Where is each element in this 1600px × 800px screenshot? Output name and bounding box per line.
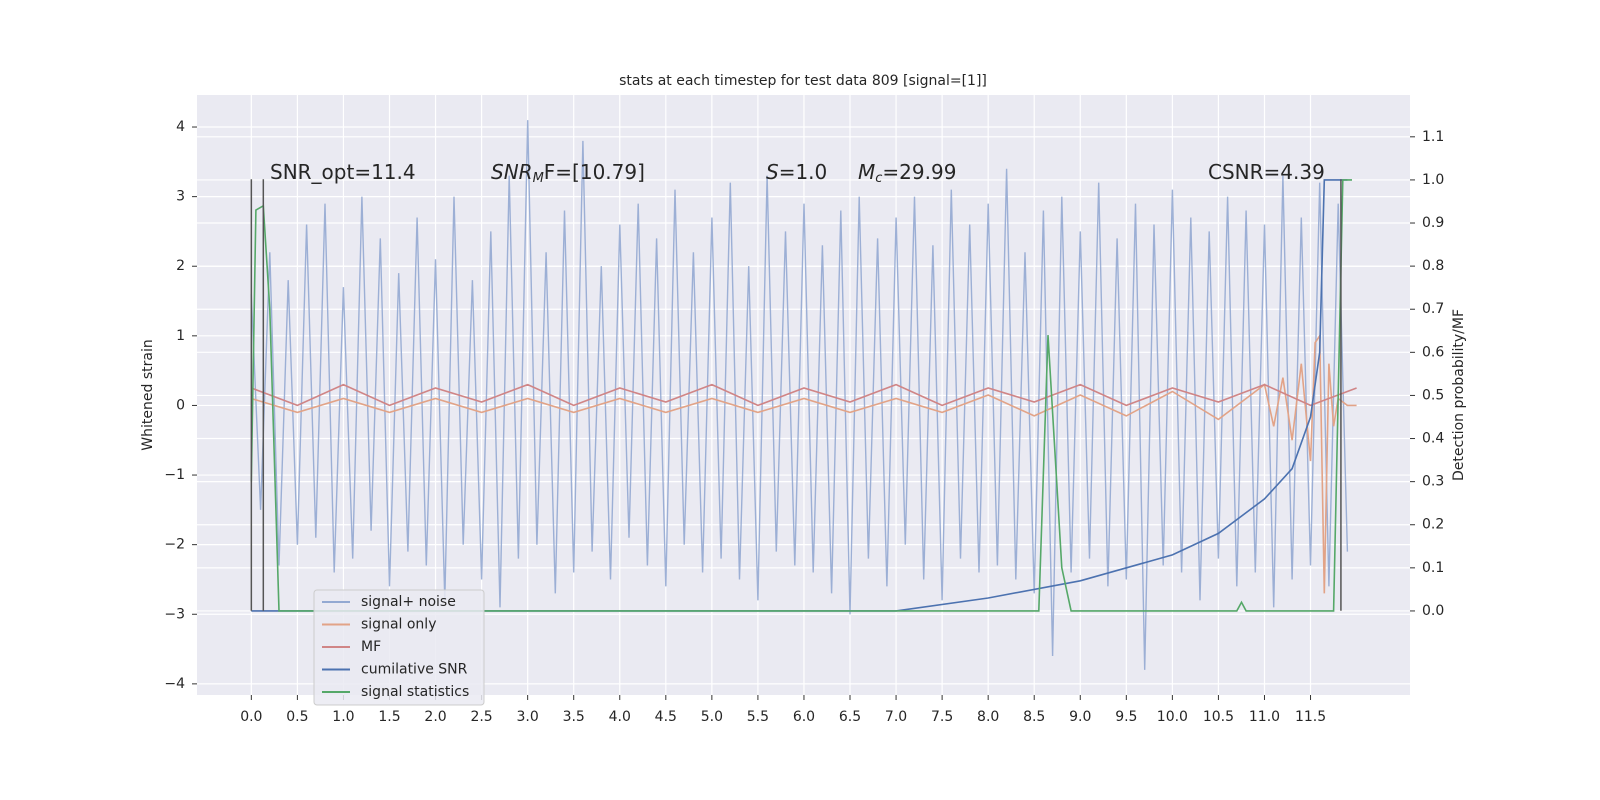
annotation: SNRMF=[10.79] bbox=[491, 160, 645, 186]
y2-tick-label: 0.2 bbox=[1422, 517, 1444, 533]
marks bbox=[250, 120, 1357, 670]
annotation-part: SNR_opt=11.4 bbox=[270, 160, 416, 184]
y2-tick-label: 0.4 bbox=[1422, 431, 1444, 447]
x-tick-label: 3.0 bbox=[517, 709, 539, 725]
y-tick-label: 4 bbox=[176, 119, 185, 135]
x-tick-label: 0.0 bbox=[240, 709, 262, 725]
x-tick-label: 11.0 bbox=[1249, 709, 1280, 725]
annotation: SNR_opt=11.4 bbox=[270, 160, 416, 184]
x-tick-label: 10.5 bbox=[1203, 709, 1234, 725]
series-line bbox=[251, 333, 1357, 594]
y-tick-label: 1 bbox=[176, 328, 185, 344]
legend-label: MF bbox=[361, 639, 381, 655]
legend: signal+ noise signal only MF cumilative SNR… bbox=[313, 589, 485, 706]
y2-tick-label: 0.9 bbox=[1422, 215, 1444, 231]
x-tick-label: 9.5 bbox=[1115, 709, 1137, 725]
x-tick-label: 9.0 bbox=[1069, 709, 1091, 725]
y-tick-label: −4 bbox=[164, 676, 185, 692]
x-tick-label: 8.5 bbox=[1023, 709, 1045, 725]
y2-tick-label: 1.1 bbox=[1422, 129, 1444, 145]
legend-label: cumilative SNR bbox=[361, 662, 468, 678]
x-tick-label: 4.0 bbox=[609, 709, 631, 725]
annotations: SNR_opt=11.4 SNRMF=[10.79] S=1.0 Mc=29.99 CS… bbox=[270, 160, 1325, 186]
legend-label: signal statistics bbox=[361, 684, 469, 700]
annotation: S=1.0 bbox=[766, 160, 827, 184]
x-tick-label: 8.0 bbox=[977, 709, 999, 725]
x-tick-label: 6.0 bbox=[793, 709, 815, 725]
annotation-part: CSNR=4.39 bbox=[1208, 160, 1325, 184]
annotation-part: =29.99 bbox=[882, 160, 956, 184]
y2-tick-label: 0.8 bbox=[1422, 258, 1444, 274]
y-tick-label: −3 bbox=[164, 606, 185, 622]
y-tick-label: 2 bbox=[176, 258, 185, 274]
series-line bbox=[251, 383, 1357, 407]
annotation: Mc=29.99 bbox=[858, 160, 956, 186]
x-tick-label: 1.5 bbox=[378, 709, 400, 725]
x-tick-label: 11.5 bbox=[1295, 709, 1326, 725]
series-line bbox=[250, 120, 1349, 670]
x-tick-label: 5.5 bbox=[747, 709, 769, 725]
x-tick-label: 1.0 bbox=[332, 709, 354, 725]
y2-tick-label: 0.7 bbox=[1422, 301, 1444, 317]
y2-tick-label: 0.0 bbox=[1422, 603, 1444, 619]
y2-axis-label: Detection probability/MF bbox=[1451, 309, 1467, 481]
y2-tick-label: 0.6 bbox=[1422, 344, 1444, 360]
y-tick-label: −1 bbox=[164, 467, 185, 483]
y-tick-label: −2 bbox=[164, 537, 185, 553]
x-tick-label: 7.5 bbox=[931, 709, 953, 725]
x-tick-label: 5.0 bbox=[701, 709, 723, 725]
x-tick-label: 7.0 bbox=[885, 709, 907, 725]
annotation: CSNR=4.39 bbox=[1208, 160, 1325, 184]
annotation-part: F=[10.79] bbox=[544, 160, 645, 184]
x-tick-label: 2.5 bbox=[470, 709, 492, 725]
annotation-part: S bbox=[766, 160, 779, 184]
legend-box bbox=[313, 589, 485, 706]
x-tick-label: 0.5 bbox=[286, 709, 308, 725]
legend-label: signal+ noise bbox=[361, 594, 456, 610]
y2-tick-label: 0.5 bbox=[1422, 387, 1444, 403]
annotation-part: c bbox=[875, 171, 882, 186]
x-tick-label: 3.5 bbox=[563, 709, 585, 725]
y2-tick-label: 1.0 bbox=[1422, 172, 1444, 188]
ticks: 0.0 0.5 1.0 1.5 2.0 2.5 3.0 3.5 4.0 4.5 5.0 5.5 6.0 6… bbox=[164, 119, 1444, 725]
chart-title: stats at each timestep for test data 809… bbox=[619, 73, 987, 89]
y-tick-label: 3 bbox=[176, 189, 185, 205]
y-tick-label: 0 bbox=[176, 397, 185, 413]
series-line bbox=[250, 179, 1352, 612]
y2-tick-label: 0.3 bbox=[1422, 474, 1444, 490]
annotation-part: SNR bbox=[491, 160, 533, 184]
annotation-part: =1.0 bbox=[779, 160, 828, 184]
legend-label: signal only bbox=[361, 617, 436, 633]
annotation-part: M bbox=[858, 160, 875, 184]
annotation-part: M bbox=[533, 171, 544, 186]
x-tick-label: 2.0 bbox=[424, 709, 446, 725]
x-tick-label: 4.5 bbox=[655, 709, 677, 725]
y2-tick-label: 0.1 bbox=[1422, 560, 1444, 576]
x-tick-label: 6.5 bbox=[839, 709, 861, 725]
x-tick-label: 10.0 bbox=[1157, 709, 1188, 725]
series-line bbox=[251, 179, 1348, 612]
y-axis-label: Whitened strain bbox=[140, 339, 156, 450]
